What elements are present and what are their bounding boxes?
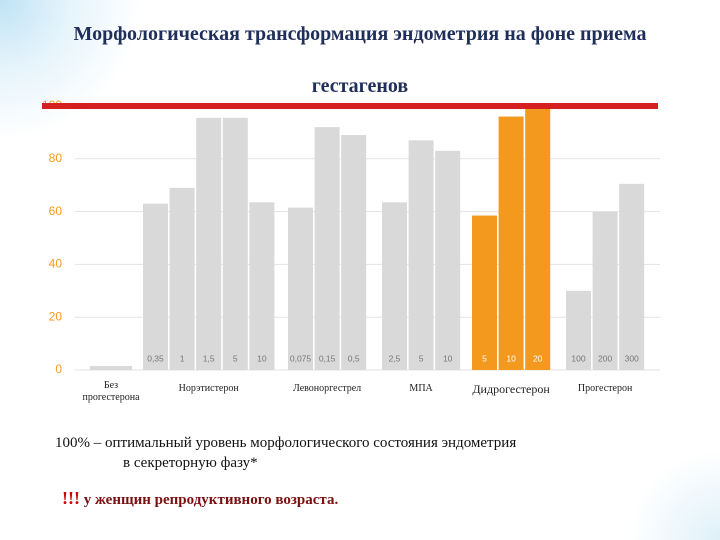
dose-label: 10	[443, 353, 453, 363]
dose-label: 100	[571, 353, 585, 363]
bar	[143, 203, 168, 370]
dose-label: 0,15	[319, 353, 336, 363]
bar	[169, 187, 195, 370]
dose-label: 1	[180, 353, 185, 363]
note: 100% – оптимальный уровень морфологическ…	[55, 433, 655, 473]
group-label: Прогестерон	[577, 383, 633, 394]
chart-title: Морфологическая трансформация эндометрия…	[73, 23, 647, 97]
group-label: Левоноргестрел	[293, 383, 362, 394]
bar	[525, 108, 551, 370]
bar	[90, 366, 132, 370]
bar	[222, 117, 248, 370]
note-text: у женщин репродуктивного возраста.	[83, 492, 339, 508]
group-label: Норэтистерон	[178, 383, 239, 394]
dose-label: 200	[598, 353, 612, 363]
dose-label: 5	[233, 353, 238, 363]
y-tick-label: 80	[49, 151, 63, 165]
bar	[408, 140, 434, 370]
bar	[382, 202, 407, 370]
dose-label: 300	[625, 353, 639, 363]
dose-label: 20	[533, 353, 543, 363]
y-tick-label: 0	[55, 362, 62, 376]
dose-label: 0,35	[147, 353, 164, 363]
dose-label: 10	[257, 353, 267, 363]
bar	[288, 207, 313, 370]
dose-label: 0,5	[348, 353, 360, 363]
bar	[619, 183, 645, 370]
bar	[196, 117, 222, 370]
group-label: МПА	[409, 383, 433, 394]
y-tick-label: 40	[49, 257, 63, 271]
dose-label: 2,5	[389, 353, 401, 363]
dose-label: 0,075	[290, 353, 312, 363]
bar	[435, 150, 461, 370]
bar	[341, 135, 367, 370]
group-label: Без прогестерона	[82, 380, 140, 403]
dose-label: 5	[419, 353, 424, 363]
group-label: Дидрогестерон	[472, 382, 550, 396]
note-line: 100% – оптимальный уровень морфологическ…	[55, 435, 517, 451]
note: !!! у женщин репродуктивного возраста.	[62, 488, 338, 509]
dose-label: 10	[506, 353, 516, 363]
bar	[249, 202, 275, 370]
note-mark: !!!	[62, 488, 80, 508]
bar	[498, 116, 524, 370]
dose-label: 5	[482, 353, 487, 363]
y-tick-label: 60	[49, 204, 63, 218]
bar	[314, 127, 340, 371]
note-line: в секреторную фазу*	[123, 455, 258, 471]
dose-label: 1,5	[203, 353, 215, 363]
bar	[566, 290, 591, 370]
y-tick-label: 20	[49, 309, 63, 323]
bar	[592, 211, 618, 370]
bar	[472, 215, 497, 370]
